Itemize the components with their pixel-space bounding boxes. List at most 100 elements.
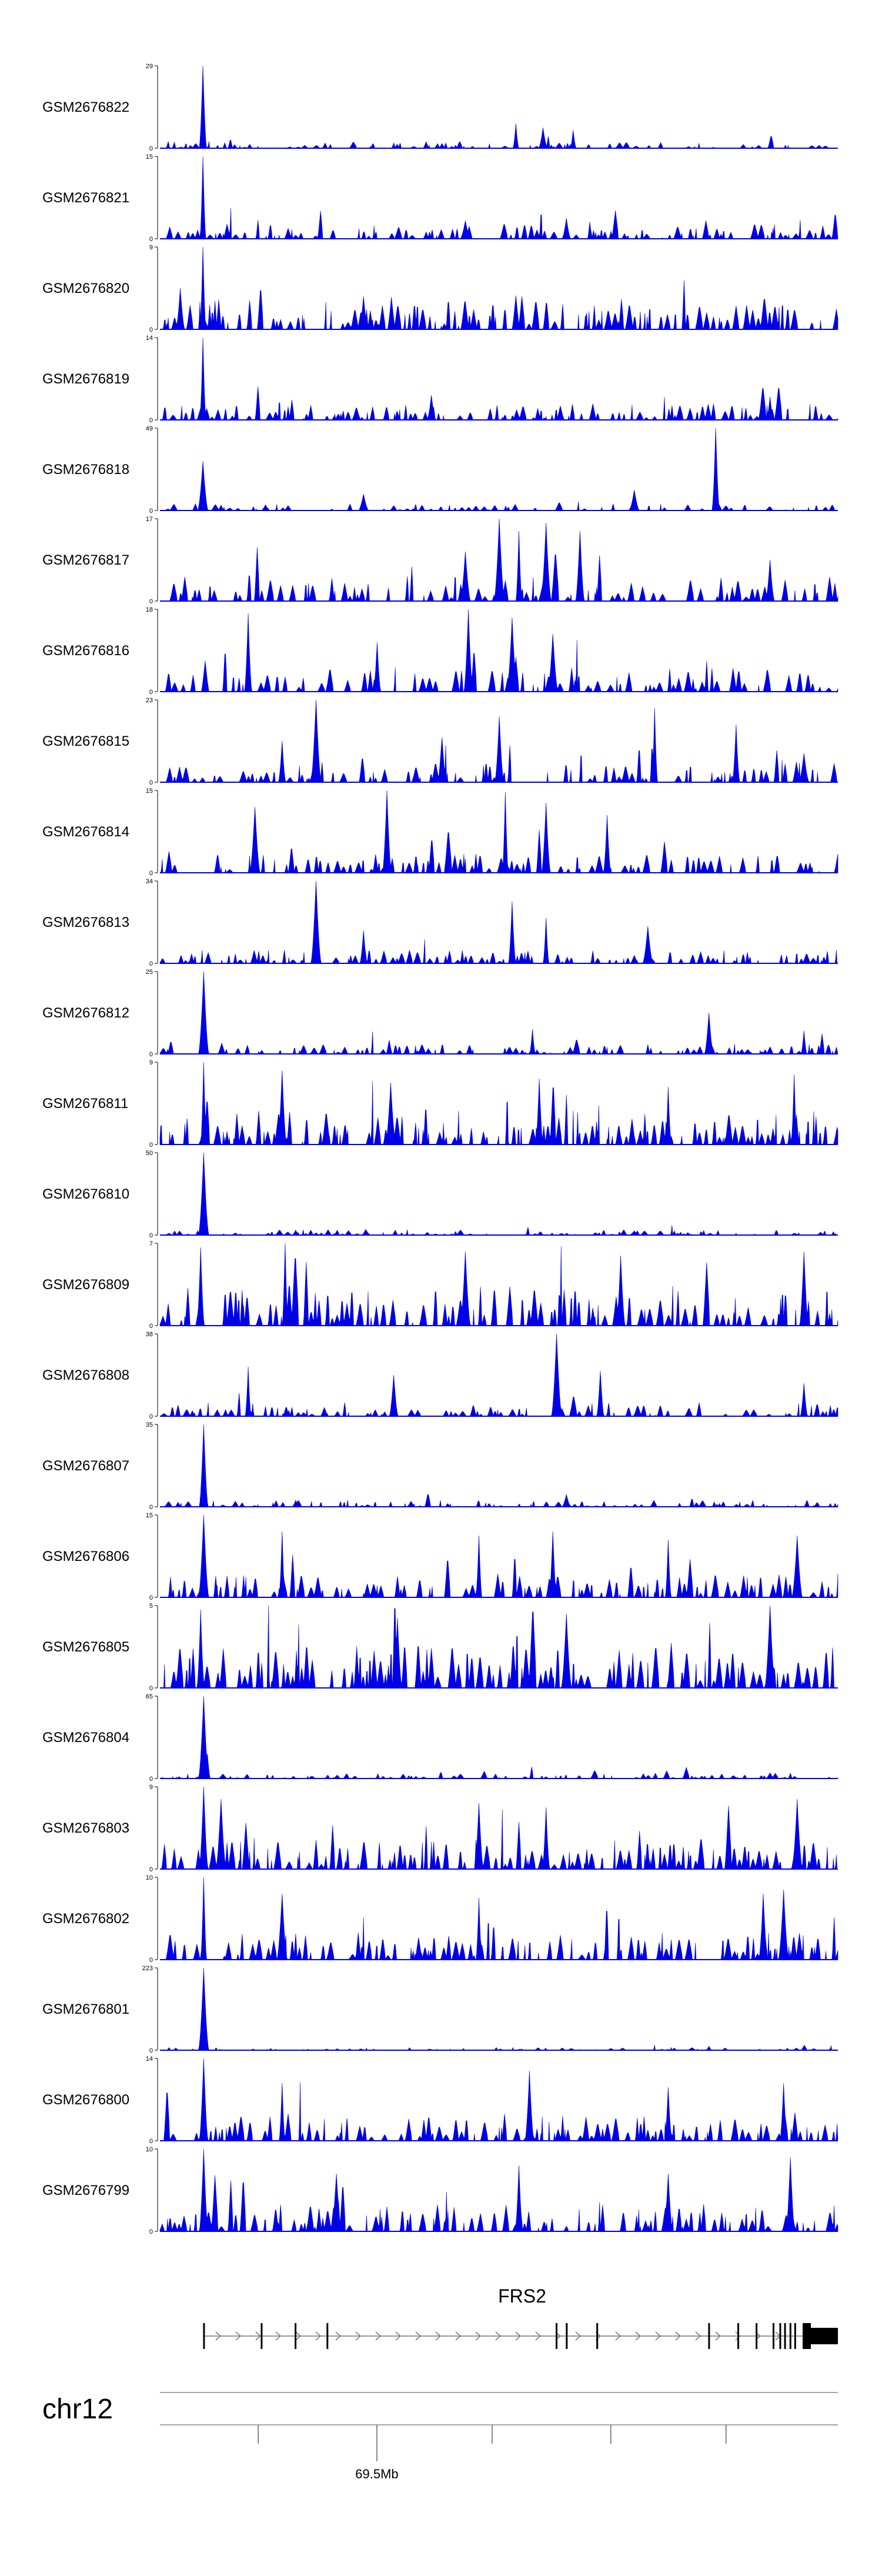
y-min-label: 0: [149, 1232, 153, 1239]
track-label: GSM2676815: [42, 733, 129, 749]
track-label: GSM2676806: [42, 1549, 129, 1564]
y-max-label: 25: [146, 969, 153, 976]
track-GSM2676809: GSM2676809 7 0: [42, 1240, 838, 1330]
y-min-label: 0: [149, 1323, 153, 1330]
signal-area: [160, 1605, 838, 1689]
track-label: GSM2676819: [42, 371, 129, 387]
y-max-label: 9: [149, 1059, 153, 1066]
track-label: GSM2676811: [42, 1096, 128, 1112]
track-label: GSM2676822: [42, 99, 129, 115]
exon-mark: [260, 2323, 263, 2349]
signal-area: [160, 518, 838, 602]
y-min-label: 0: [149, 1142, 153, 1149]
signal-area: [160, 1786, 838, 1870]
track-GSM2676822: GSM2676822 29 0: [42, 63, 838, 152]
signal-area: [159, 1696, 838, 1779]
signal-area: [160, 246, 838, 330]
y-max-label: 10: [146, 2146, 153, 2153]
track-GSM2676819: GSM2676819 14 0: [42, 335, 838, 424]
track-GSM2676808: GSM2676808 38 0: [42, 1331, 838, 1420]
signal-area: [160, 2058, 838, 2141]
strand-chevron: [695, 2331, 701, 2341]
strand-chevron: [495, 2331, 502, 2341]
exon-mark: [596, 2323, 599, 2349]
y-min-label: 0: [149, 1776, 153, 1783]
signal-area: [159, 1333, 838, 1417]
track-GSM2676821: GSM2676821 15 0: [42, 154, 838, 243]
track-label: GSM2676812: [42, 1005, 129, 1021]
signal-area: [160, 156, 838, 240]
track-label: GSM2676820: [42, 281, 129, 296]
strand-chevron: [395, 2331, 402, 2341]
strand-chevron: [275, 2331, 282, 2341]
exon-mark: [784, 2323, 786, 2349]
track-label: GSM2676809: [42, 1277, 129, 1293]
y-max-label: 10: [146, 1874, 153, 1881]
y-min-label: 0: [149, 1866, 153, 1873]
y-max-label: 9: [149, 244, 153, 251]
y-max-label: 7: [149, 1240, 153, 1247]
y-min-label: 0: [149, 1594, 153, 1601]
track-GSM2676815: GSM2676815 23 0: [42, 697, 838, 786]
track-GSM2676816: GSM2676816 18 0: [42, 606, 838, 696]
signal-area: [160, 337, 838, 421]
track-GSM2676801: GSM2676801 223 0: [42, 1965, 838, 2054]
signal-area: [160, 790, 838, 874]
track-label: GSM2676803: [42, 1820, 129, 1836]
y-min-label: 0: [149, 779, 153, 786]
signal-area: [160, 428, 838, 512]
y-min-label: 0: [149, 870, 153, 877]
y-max-label: 5: [149, 1603, 153, 1610]
track-label: GSM2676804: [42, 1730, 129, 1746]
y-min-label: 0: [149, 2138, 153, 2145]
track-label: GSM2676814: [42, 824, 129, 840]
y-max-label: 50: [146, 1150, 153, 1157]
position-tick-label: 69.5Mb: [355, 2467, 398, 2481]
strand-chevron: [515, 2331, 522, 2341]
track-label: GSM2676813: [42, 915, 129, 930]
y-max-label: 49: [146, 425, 153, 432]
track-GSM2676799: GSM2676799 10 0: [42, 2146, 838, 2235]
strand-chevron: [215, 2331, 222, 2341]
exon-mark: [326, 2323, 329, 2349]
track-label: GSM2676818: [42, 462, 129, 478]
y-min-label: 0: [149, 598, 153, 605]
y-max-label: 9: [149, 1784, 153, 1791]
y-max-label: 15: [146, 788, 153, 795]
y-max-label: 15: [146, 154, 153, 161]
y-max-label: 223: [142, 1965, 153, 1972]
strand-chevron: [475, 2331, 482, 2341]
y-min-label: 0: [149, 508, 153, 515]
exon-mark: [203, 2323, 205, 2349]
signal-area: [160, 1967, 838, 2051]
y-min-label: 0: [149, 1685, 153, 1692]
track-GSM2676803: GSM2676803 9 0: [42, 1784, 838, 1873]
chromosome-label: chr12: [42, 2394, 113, 2425]
track-GSM2676818: GSM2676818 49 0: [42, 425, 838, 515]
strand-chevron: [635, 2331, 642, 2341]
track-label: GSM2676817: [42, 552, 129, 568]
y-min-label: 0: [149, 1504, 153, 1511]
track-GSM2676804: GSM2676804 65 0: [42, 1693, 838, 1783]
signal-area: [160, 1514, 838, 1599]
track-label: GSM2676800: [42, 2092, 129, 2108]
y-max-label: 18: [146, 606, 153, 613]
track-GSM2676812: GSM2676812 25 0: [42, 969, 838, 1058]
y-max-label: 65: [146, 1693, 153, 1700]
exon-mark: [295, 2323, 297, 2349]
y-min-label: 0: [149, 1051, 153, 1058]
y-max-label: 23: [146, 697, 153, 704]
strand-chevron: [235, 2331, 242, 2341]
y-max-label: 34: [146, 878, 153, 885]
strand-chevron: [255, 2331, 262, 2341]
strand-chevron: [615, 2331, 622, 2341]
track-label: GSM2676816: [42, 643, 129, 659]
y-max-label: 14: [146, 335, 153, 342]
exon-mark: [708, 2323, 710, 2349]
y-min-label: 0: [149, 236, 153, 243]
signal-area: [159, 971, 838, 1055]
strand-chevron: [315, 2331, 322, 2341]
track-label: GSM2676799: [42, 2183, 129, 2198]
track-label: GSM2676801: [42, 2001, 129, 2017]
track-GSM2676806: GSM2676806 15 0: [42, 1512, 838, 1601]
